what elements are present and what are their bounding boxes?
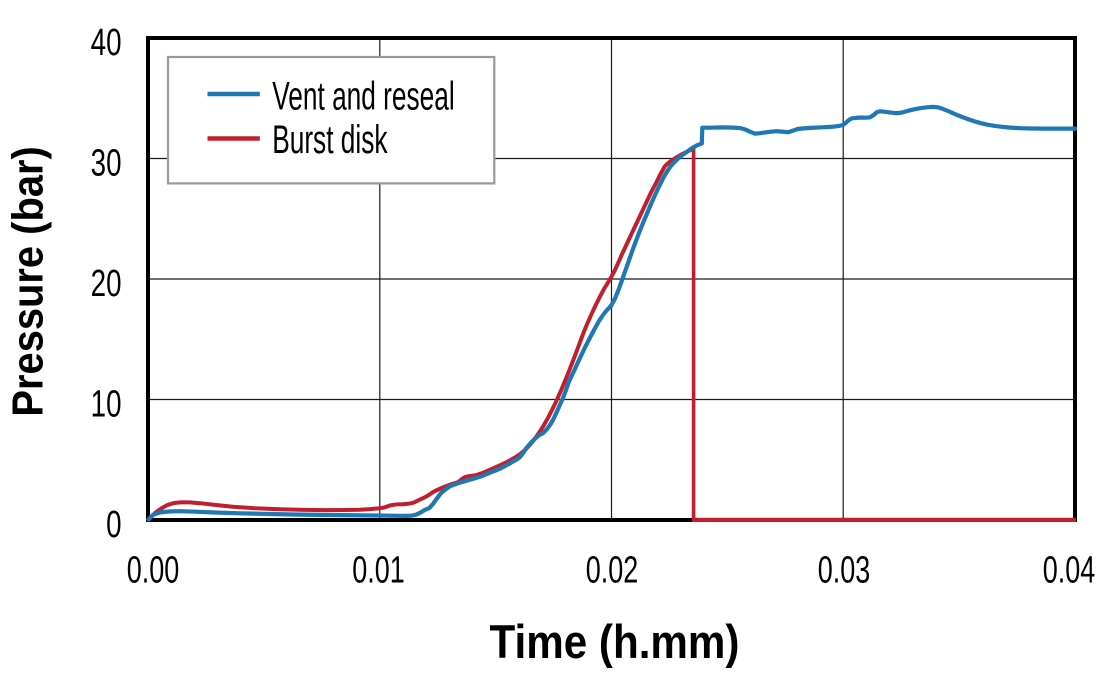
svg-text:0.01: 0.01 (352, 548, 404, 591)
svg-text:40: 40 (91, 22, 122, 64)
svg-text:Time (h.mm): Time (h.mm) (490, 615, 740, 669)
svg-text:20: 20 (91, 263, 122, 305)
svg-text:Pressure (bar): Pressure (bar) (3, 146, 52, 416)
svg-text:0.04: 0.04 (1043, 548, 1095, 591)
svg-text:0.03: 0.03 (818, 548, 870, 591)
svg-text:0: 0 (106, 504, 121, 546)
svg-text:10: 10 (91, 383, 122, 425)
svg-text:30: 30 (91, 142, 122, 184)
svg-text:Vent and reseal: Vent and reseal (272, 76, 455, 120)
svg-text:0.02: 0.02 (586, 548, 638, 591)
svg-text:Burst disk: Burst disk (272, 119, 387, 163)
svg-text:0.00: 0.00 (127, 548, 179, 591)
